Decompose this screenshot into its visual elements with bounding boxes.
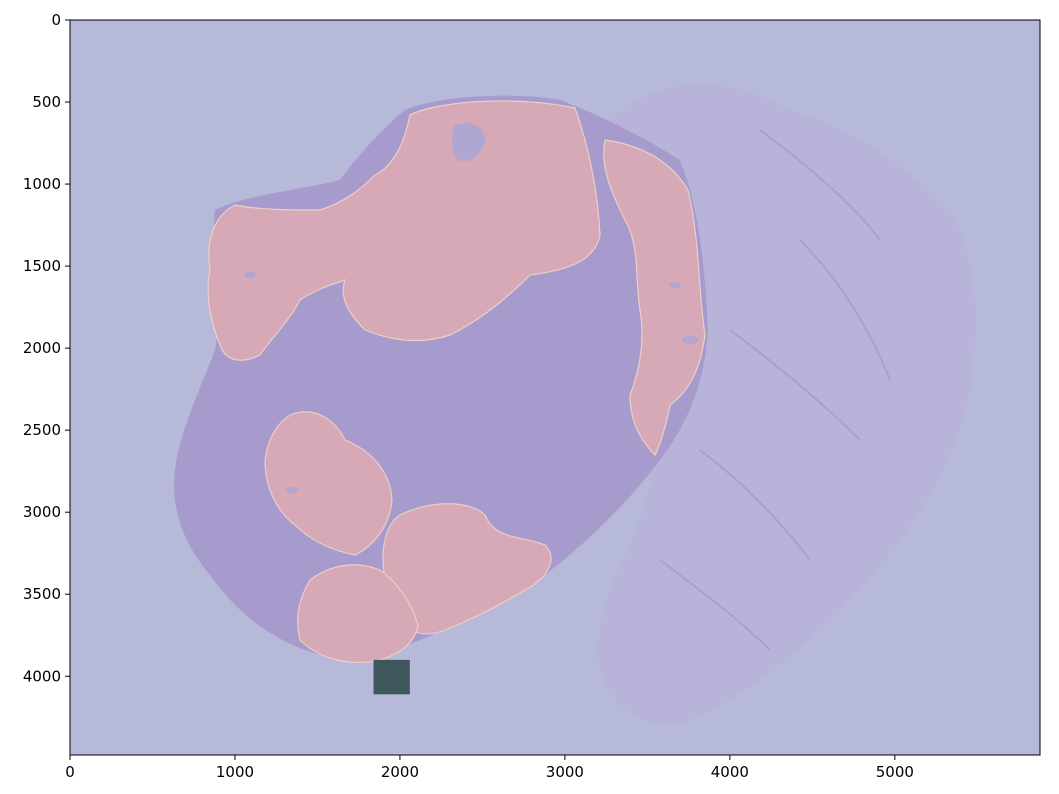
tumor-lumens: [244, 123, 698, 493]
x-tick-label: 5000: [876, 763, 914, 781]
tumor-region-right-band: [603, 139, 706, 457]
x-tick-label: 3000: [546, 763, 584, 781]
y-tick-label: 1000: [23, 175, 61, 193]
y-tick-label: 2000: [23, 339, 61, 357]
lumen-small-4: [669, 282, 681, 288]
lumen-top: [451, 123, 485, 162]
faint-tissue-right-fibers: [659, 129, 891, 651]
y-tick-label: 3500: [23, 585, 61, 603]
lumen-small-3: [286, 487, 298, 493]
lumen-small-1: [244, 272, 256, 278]
y-axis-ticks: 0 500 1000 1500 2000 2500 3000 3500 4000: [23, 11, 70, 685]
tumor-region-bottom: [297, 564, 419, 664]
tumor-overlay-regions: [207, 100, 706, 664]
y-tick-label: 0: [51, 11, 61, 29]
x-tick-label: 2000: [381, 763, 419, 781]
highlight-patch: [373, 659, 410, 695]
y-tick-label: 1500: [23, 257, 61, 275]
y-tick-label: 4000: [23, 667, 61, 685]
y-tick-label: 3000: [23, 503, 61, 521]
x-axis-ticks: 0 1000 2000 3000 4000 5000: [65, 755, 914, 781]
x-tick-label: 0: [65, 763, 75, 781]
axes-frame: [69, 19, 1041, 756]
y-tick-label: 500: [32, 93, 61, 111]
x-tick-label: 4000: [711, 763, 749, 781]
x-tick-label: 1000: [216, 763, 254, 781]
tumor-region-lower-center: [382, 503, 552, 635]
tumor-region-top: [207, 100, 601, 361]
lumen-small-2: [682, 336, 698, 344]
tumor-region-mid-left: [264, 411, 393, 556]
y-tick-label: 2500: [23, 421, 61, 439]
